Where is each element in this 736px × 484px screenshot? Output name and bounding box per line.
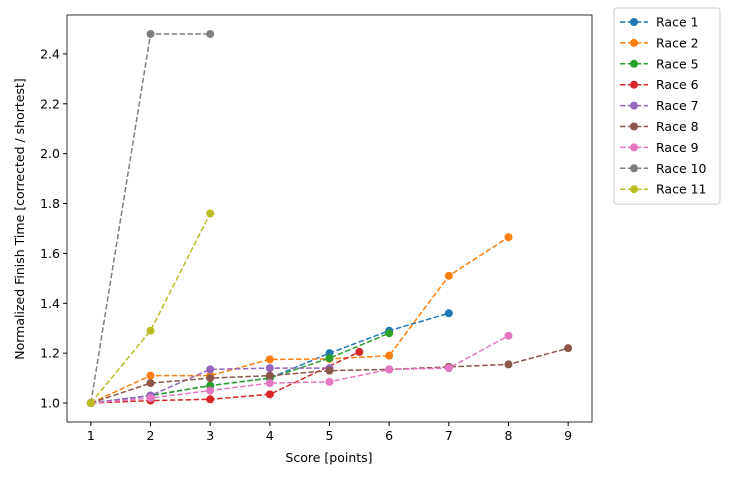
x-tick-label: 1 bbox=[87, 428, 95, 443]
legend-marker bbox=[630, 18, 638, 26]
legend-label: Race 5 bbox=[656, 56, 699, 71]
legend-label: Race 1 bbox=[656, 15, 699, 30]
y-tick-label: 1.2 bbox=[40, 346, 60, 361]
point bbox=[325, 366, 334, 375]
y-tick-label: 2.4 bbox=[40, 46, 60, 61]
point bbox=[265, 371, 274, 380]
point bbox=[444, 271, 453, 280]
x-tick-label: 2 bbox=[147, 428, 155, 443]
point bbox=[146, 394, 155, 403]
point bbox=[564, 344, 573, 353]
point bbox=[146, 29, 155, 38]
point bbox=[504, 233, 513, 242]
point bbox=[265, 379, 274, 388]
legend-marker bbox=[630, 164, 638, 173]
point bbox=[265, 390, 274, 399]
plot-frame bbox=[66, 14, 593, 423]
legend-marker bbox=[630, 101, 638, 110]
point bbox=[86, 399, 95, 408]
y-tick-label: 1.8 bbox=[40, 196, 60, 211]
legend-label: Race 10 bbox=[656, 161, 707, 176]
legend-marker bbox=[630, 59, 638, 68]
x-tick-label: 8 bbox=[505, 428, 513, 443]
x-tick-label: 7 bbox=[445, 428, 453, 443]
point bbox=[206, 29, 215, 38]
y-tick-label: 2.0 bbox=[40, 146, 60, 161]
legend-label: Race 9 bbox=[656, 140, 699, 155]
point bbox=[325, 377, 334, 386]
point bbox=[146, 326, 155, 335]
legend-marker bbox=[630, 143, 638, 152]
y-tick-label: 1.0 bbox=[40, 396, 60, 411]
x-tick-label: 6 bbox=[385, 428, 393, 443]
x-tick-label: 3 bbox=[206, 428, 214, 443]
legend-marker bbox=[630, 185, 638, 194]
point bbox=[146, 371, 155, 380]
point bbox=[206, 374, 215, 383]
point bbox=[444, 364, 453, 373]
point bbox=[504, 360, 513, 369]
series-line bbox=[90, 33, 211, 404]
legend-marker bbox=[630, 122, 638, 131]
series-line bbox=[90, 335, 509, 404]
point bbox=[206, 386, 215, 395]
point bbox=[206, 365, 215, 374]
y-tick-label: 1.4 bbox=[40, 296, 60, 311]
point bbox=[504, 331, 513, 340]
legend-box bbox=[613, 7, 721, 205]
x-axis-label: Score [points] bbox=[285, 450, 372, 465]
point bbox=[385, 365, 394, 374]
point bbox=[444, 309, 453, 318]
legend-marker bbox=[630, 38, 638, 47]
point bbox=[325, 354, 334, 363]
legend-label: Race 11 bbox=[656, 182, 707, 197]
point bbox=[265, 364, 274, 373]
legend-label: Race 6 bbox=[656, 77, 699, 92]
y-axis-label: Normalized Finish Time [corrected / shor… bbox=[12, 78, 27, 360]
legend-marker bbox=[630, 80, 638, 89]
point bbox=[206, 395, 215, 404]
series-line bbox=[90, 236, 509, 404]
x-tick-label: 4 bbox=[266, 428, 274, 443]
y-tick-label: 2.2 bbox=[40, 96, 60, 111]
point bbox=[206, 209, 215, 218]
x-tick-label: 5 bbox=[326, 428, 334, 443]
point bbox=[385, 351, 394, 360]
point bbox=[265, 355, 274, 364]
series-line bbox=[90, 367, 330, 404]
legend-label: Race 8 bbox=[656, 119, 699, 134]
point bbox=[385, 329, 394, 338]
point bbox=[355, 347, 364, 356]
legend-label: Race 2 bbox=[656, 35, 699, 50]
x-tick-label: 9 bbox=[564, 428, 572, 443]
point bbox=[146, 379, 155, 388]
legend-label: Race 7 bbox=[656, 98, 699, 113]
y-tick-label: 1.6 bbox=[40, 246, 60, 261]
